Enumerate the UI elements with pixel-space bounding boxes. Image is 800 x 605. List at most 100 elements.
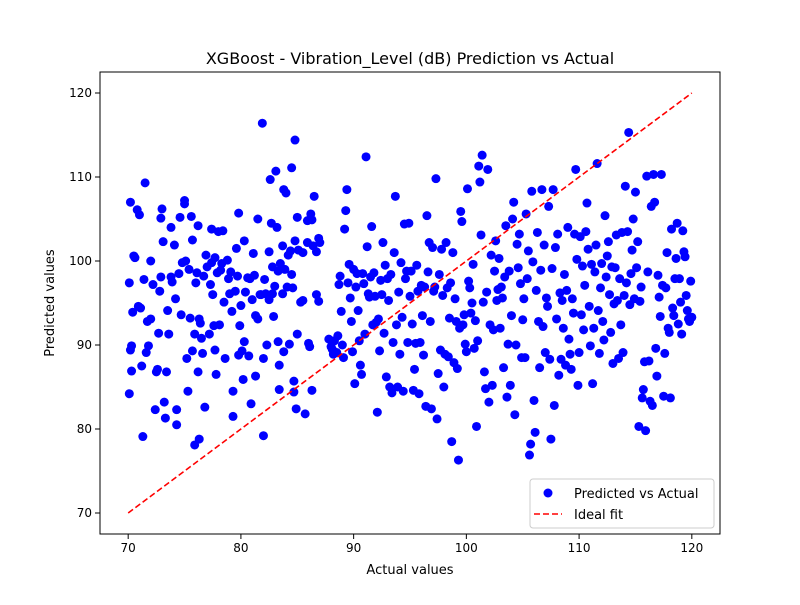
data-point xyxy=(267,289,277,299)
data-point xyxy=(372,407,382,417)
data-point xyxy=(357,369,367,379)
data-point xyxy=(674,274,684,284)
y-tick-label: 90 xyxy=(77,338,92,352)
data-point xyxy=(159,397,169,407)
data-point xyxy=(201,250,211,260)
data-point xyxy=(530,427,540,437)
data-point xyxy=(677,329,687,339)
data-point xyxy=(484,397,494,407)
data-point xyxy=(292,329,302,339)
data-point xyxy=(230,286,240,296)
data-point xyxy=(453,455,463,465)
data-point xyxy=(160,413,170,423)
data-point xyxy=(651,343,661,353)
data-point xyxy=(434,269,444,279)
data-point xyxy=(543,301,553,311)
data-point xyxy=(469,343,479,353)
data-point xyxy=(148,280,158,290)
data-point xyxy=(386,269,396,279)
data-point xyxy=(348,347,358,357)
data-point xyxy=(667,224,677,234)
data-point xyxy=(528,257,538,267)
data-point xyxy=(218,226,228,236)
data-point xyxy=(272,222,282,232)
data-point xyxy=(156,272,166,282)
data-point xyxy=(671,253,681,263)
data-point xyxy=(196,333,206,343)
y-tick-label: 80 xyxy=(77,422,92,436)
data-point xyxy=(307,215,317,225)
y-tick-label: 100 xyxy=(69,254,92,268)
data-point xyxy=(130,253,140,263)
data-point xyxy=(311,247,321,257)
data-point xyxy=(466,308,476,318)
data-point xyxy=(249,270,259,280)
data-point xyxy=(511,340,521,350)
data-point xyxy=(610,263,620,273)
data-point xyxy=(337,340,347,350)
x-tick-label: 120 xyxy=(680,541,703,555)
data-point xyxy=(287,269,297,279)
data-point xyxy=(557,295,567,305)
data-point xyxy=(156,213,166,223)
data-point xyxy=(128,307,138,317)
data-point xyxy=(669,311,679,321)
data-point xyxy=(579,325,589,335)
data-point xyxy=(375,346,385,356)
data-point xyxy=(192,268,202,278)
data-point xyxy=(668,303,678,313)
data-point xyxy=(619,290,629,300)
data-point xyxy=(307,385,317,395)
data-point xyxy=(390,191,400,201)
data-point xyxy=(523,246,533,256)
data-point xyxy=(509,197,519,207)
data-point xyxy=(637,393,647,403)
data-point xyxy=(499,363,509,373)
data-point xyxy=(529,395,539,405)
data-point xyxy=(686,276,696,286)
data-point xyxy=(544,201,554,211)
data-point xyxy=(428,243,438,253)
data-point xyxy=(338,353,348,363)
data-point xyxy=(398,386,408,396)
data-point xyxy=(351,282,361,292)
data-point xyxy=(247,295,257,305)
data-point xyxy=(257,118,267,128)
data-point xyxy=(309,191,319,201)
data-point xyxy=(491,236,501,246)
data-point xyxy=(506,311,516,321)
data-point xyxy=(350,379,360,389)
data-point xyxy=(524,450,534,460)
legend-marker-scatter xyxy=(543,488,553,498)
data-point xyxy=(124,278,134,288)
data-point xyxy=(269,311,279,321)
data-point xyxy=(207,224,217,234)
data-point xyxy=(162,367,172,377)
data-point xyxy=(175,212,185,222)
data-point xyxy=(377,290,387,300)
data-point xyxy=(343,278,353,288)
data-point xyxy=(169,240,179,250)
data-point xyxy=(581,227,591,237)
data-point xyxy=(332,348,342,358)
data-point xyxy=(167,277,177,287)
data-point xyxy=(425,316,435,326)
data-point xyxy=(287,163,297,173)
data-point xyxy=(258,353,268,363)
data-point xyxy=(271,166,281,176)
data-point xyxy=(164,329,174,339)
data-point xyxy=(546,434,556,444)
data-point xyxy=(273,266,283,276)
data-point xyxy=(585,341,595,351)
data-point xyxy=(183,386,193,396)
data-point xyxy=(562,285,572,295)
data-point xyxy=(251,371,261,381)
data-point xyxy=(127,366,137,376)
data-point xyxy=(387,388,397,398)
data-point xyxy=(554,370,564,380)
data-point xyxy=(391,320,401,330)
data-point xyxy=(240,287,250,297)
data-point xyxy=(621,278,631,288)
data-point xyxy=(537,185,547,195)
data-point xyxy=(222,255,232,265)
